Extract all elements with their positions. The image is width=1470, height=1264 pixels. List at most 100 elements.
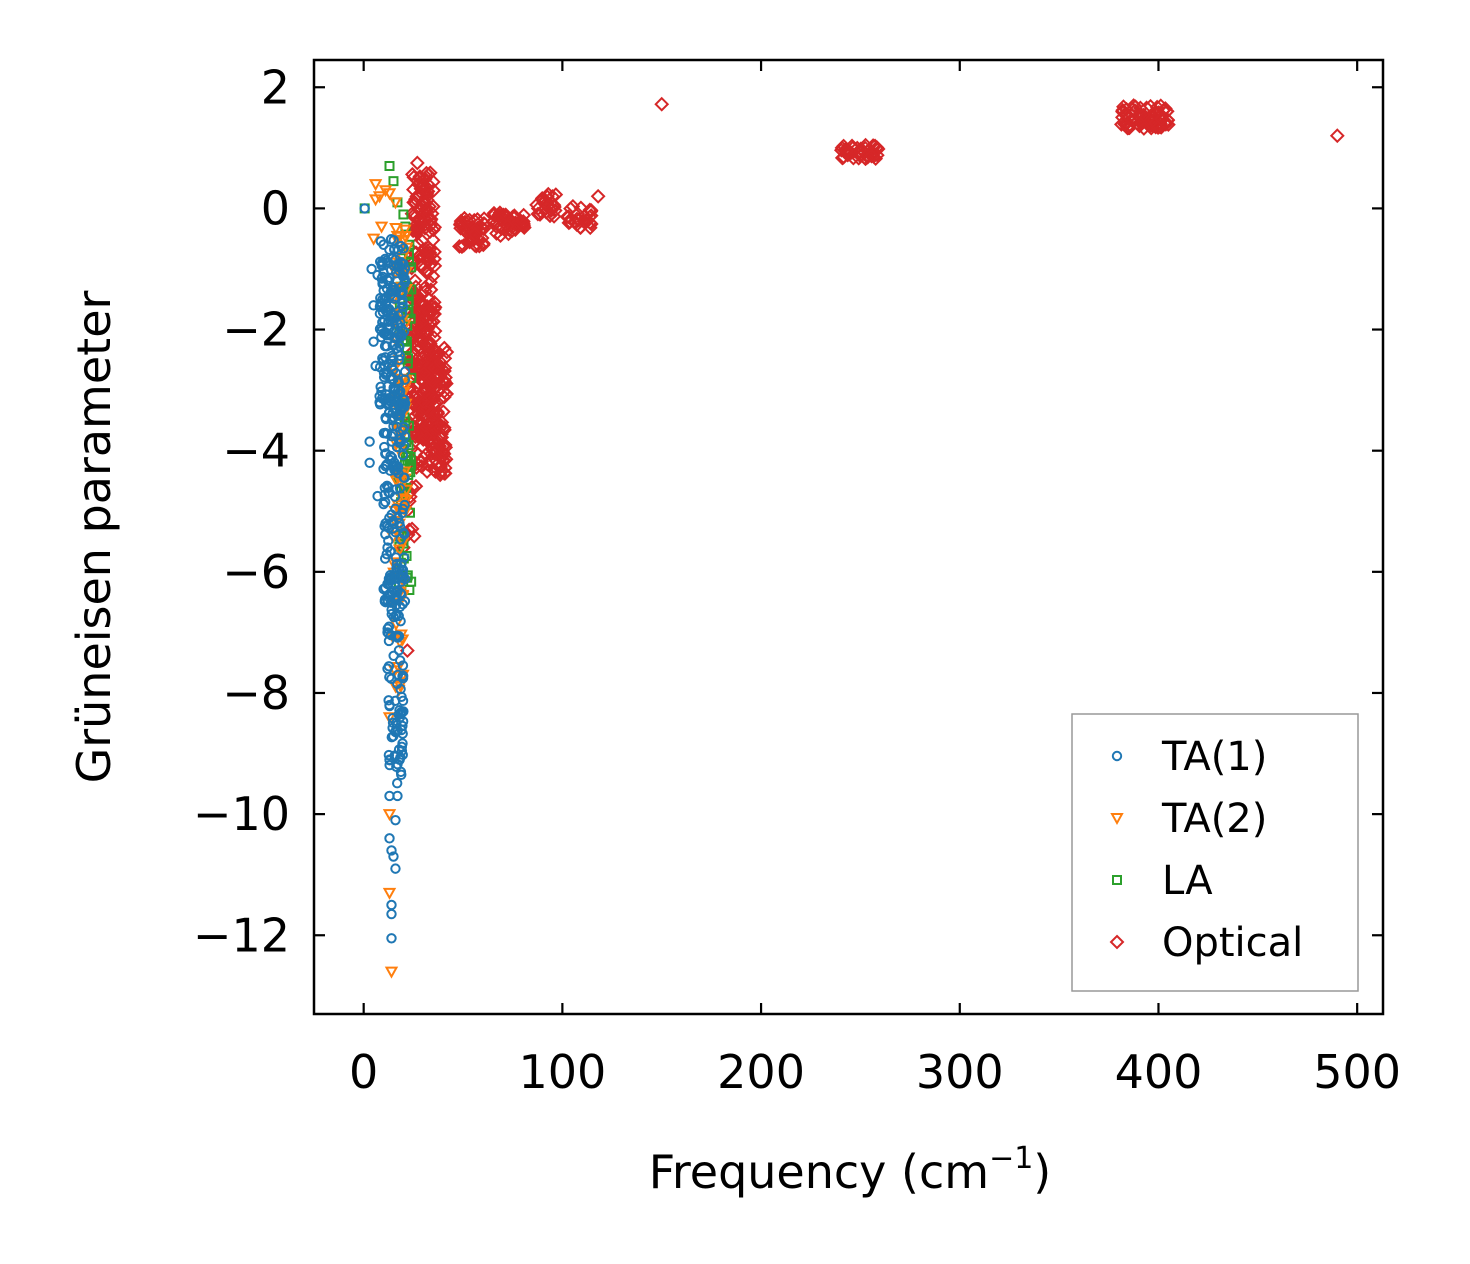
data-point	[372, 269, 383, 281]
x-axis-ticks: 0 100 200 300 400 500	[349, 60, 1401, 1099]
series-optical	[396, 96, 1345, 658]
data-point	[396, 589, 407, 600]
data-point	[378, 239, 389, 250]
data-point	[388, 403, 399, 414]
x-tick-label: 0	[349, 1045, 378, 1099]
data-point	[392, 759, 403, 770]
x-axis-title-close: )	[1033, 1145, 1051, 1199]
data-point	[1159, 103, 1175, 119]
data-point	[414, 350, 430, 366]
data-point	[366, 263, 377, 275]
data-point	[415, 373, 431, 389]
data-point	[409, 155, 425, 171]
data-point	[423, 282, 439, 298]
data-point	[384, 272, 395, 284]
data-point	[398, 224, 412, 237]
data-point	[1120, 110, 1136, 126]
data-point	[390, 863, 401, 874]
data-point	[378, 185, 393, 198]
data-point	[1136, 107, 1152, 123]
legend-label: TA(1)	[1161, 734, 1267, 780]
legend-marker	[1112, 875, 1122, 885]
data-point	[426, 294, 442, 310]
data-point	[476, 221, 492, 237]
data-point	[386, 845, 397, 856]
y-tick-label: −10	[193, 787, 290, 841]
data-point	[493, 228, 508, 244]
data-point	[386, 430, 397, 442]
data-point	[406, 289, 422, 305]
data-point	[397, 695, 409, 707]
data-point	[378, 463, 389, 475]
data-point	[393, 645, 405, 656]
data-point	[393, 259, 405, 271]
data-point	[389, 222, 403, 236]
data-point	[388, 611, 399, 623]
data-point	[454, 239, 470, 255]
data-point	[421, 253, 437, 269]
data-point	[565, 198, 581, 214]
data-point	[397, 670, 409, 682]
data-point	[583, 216, 599, 232]
data-point	[388, 851, 399, 862]
data-point	[403, 296, 414, 307]
data-point	[1118, 106, 1134, 122]
data-point	[423, 413, 438, 429]
data-point	[397, 301, 409, 312]
data-point	[409, 318, 425, 334]
series-ta1	[359, 203, 411, 944]
legend: TA(1) TA(2) LA Optical	[1071, 713, 1359, 992]
data-point	[509, 218, 525, 234]
data-point	[489, 226, 504, 241]
data-point	[421, 360, 436, 375]
data-point	[394, 655, 406, 666]
data-point	[425, 174, 441, 190]
data-point	[387, 373, 399, 385]
data-point	[1160, 112, 1176, 128]
data-point	[580, 213, 595, 229]
data-point	[392, 790, 403, 802]
data-point	[380, 412, 391, 423]
data-point	[1119, 101, 1134, 117]
data-point	[864, 148, 879, 164]
data-point	[515, 214, 531, 229]
y-tick-label: −2	[222, 303, 290, 357]
data-point	[434, 414, 450, 430]
data-point	[386, 391, 397, 403]
data-point	[359, 203, 370, 214]
data-point	[390, 484, 401, 495]
data-point	[399, 273, 410, 284]
data-point	[382, 188, 397, 201]
data-point	[399, 394, 410, 406]
data-point	[392, 385, 404, 396]
x-axis-title-main: Frequency (cm	[649, 1145, 989, 1199]
data-point	[372, 490, 383, 502]
data-point	[397, 738, 408, 749]
data-point	[407, 206, 422, 222]
data-point	[383, 749, 395, 761]
data-point	[432, 467, 448, 483]
data-point	[397, 599, 408, 610]
data-point	[380, 596, 391, 608]
data-point	[384, 966, 399, 979]
data-point	[394, 330, 405, 342]
data-point	[368, 179, 383, 192]
data-point	[399, 499, 410, 511]
y-axis-title: Grüneisen parameter	[67, 290, 121, 783]
legend-marker	[1110, 813, 1124, 826]
data-point	[377, 294, 388, 305]
data-point	[394, 601, 406, 613]
data-point	[500, 218, 516, 234]
data-point	[384, 699, 395, 711]
data-point	[395, 706, 407, 718]
data-point	[379, 553, 391, 564]
data-point	[398, 506, 413, 519]
data-point	[462, 212, 478, 228]
data-point	[384, 330, 396, 341]
y-tick-label: −6	[222, 545, 290, 599]
data-point	[559, 209, 575, 225]
data-point	[390, 577, 401, 589]
data-point	[382, 809, 397, 822]
y-axis-ticks: 2 0 −2 −4 −6 −8 −10 −12	[193, 60, 1383, 962]
data-point	[384, 454, 395, 465]
